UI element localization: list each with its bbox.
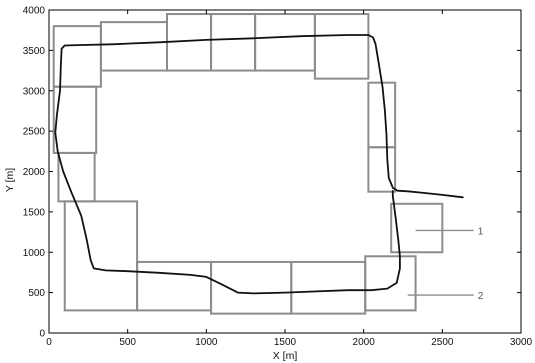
x-tick-label: 3000	[510, 337, 533, 348]
y-tick-label: 1000	[23, 248, 46, 259]
y-tick-label: 2000	[23, 167, 46, 178]
coverage-box-15	[364, 255, 417, 312]
x-tick-label: 2500	[431, 337, 454, 348]
y-axis-label: Y [m]	[4, 168, 16, 192]
x-tick-label: 0	[46, 337, 52, 348]
coverage-box-13	[210, 260, 293, 315]
trajectory-line-1	[54, 34, 464, 295]
x-axis-label: X [m]	[273, 350, 298, 362]
coverage-box-11	[63, 200, 139, 312]
annotation-label-1: 1	[478, 226, 484, 237]
x-tick-label: 2000	[353, 337, 376, 348]
annotation-group: 12	[407, 226, 484, 302]
coverage-box-12	[136, 260, 213, 312]
coverage-box-5	[254, 13, 316, 72]
y-tick-label: 0	[39, 329, 45, 340]
x-tick-label: 1000	[195, 337, 218, 348]
axes-group: 0 500 1000 1500 2000 2500 3000 0 500 1000 1500 2000…	[23, 6, 533, 349]
y-tick-label: 500	[28, 288, 45, 299]
x-tick-label: 1500	[274, 337, 297, 348]
y-tick-label: 3000	[23, 86, 46, 97]
y-tick-label: 1500	[23, 207, 46, 218]
x-tick-label: 500	[119, 337, 136, 348]
coverage-box-14	[290, 260, 367, 315]
y-tick-label: 4000	[23, 6, 46, 17]
y-tick-label: 2500	[23, 127, 46, 138]
coverage-box-10	[57, 151, 96, 203]
box-group	[52, 13, 444, 315]
y-tick-label: 3500	[23, 46, 46, 57]
coverage-box-4	[210, 13, 257, 72]
coverage-box-16	[390, 202, 444, 254]
annotation-label-2: 2	[478, 291, 484, 302]
coverage-box-2	[99, 21, 168, 72]
path-group	[54, 34, 464, 295]
plot-frame	[48, 9, 522, 334]
coverage-box-7	[367, 81, 397, 149]
coverage-box-8	[367, 146, 397, 193]
coverage-box-6	[313, 13, 370, 80]
